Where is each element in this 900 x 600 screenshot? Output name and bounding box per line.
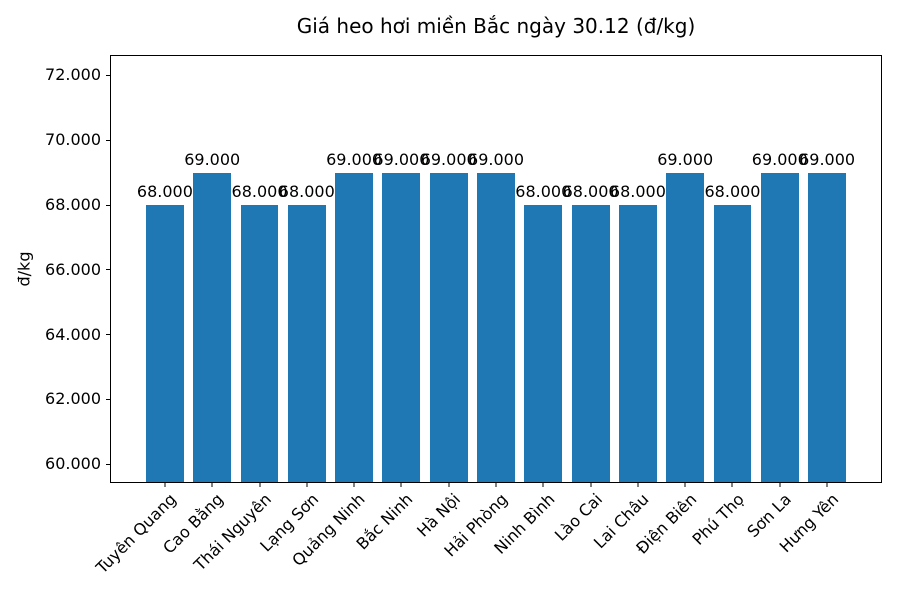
bar-value-label: 69.000 [326,149,383,169]
bar-value-label: 68.000 [609,182,666,202]
bar [618,205,657,482]
y-tick-label: 68.000 [45,195,101,215]
bar [713,205,752,482]
bar-value-label: 68.000 [278,182,335,202]
y-tick [106,463,111,465]
x-tick [448,482,450,487]
y-tick-label: 62.000 [45,389,101,409]
bar-value-label: 69.000 [420,149,477,169]
bar-value-label: 69.000 [468,149,524,169]
x-tick [353,482,355,487]
bar-value-label: 69.000 [657,149,714,169]
bar [666,172,705,482]
bar-value-label: 68.000 [515,182,572,202]
x-tick [826,482,828,487]
y-tick [106,204,111,206]
y-tick [106,139,111,141]
x-tick [211,482,213,487]
x-tick [400,482,402,487]
y-tick [106,334,111,336]
bar-value-label: 69.000 [751,149,808,169]
bar [146,205,184,482]
x-tick [731,482,733,487]
y-tick [106,74,111,76]
bar [429,172,468,482]
bar [287,205,326,482]
bar-value-label: 69.000 [799,149,856,169]
x-tick [590,482,592,487]
y-tick-label: 70.000 [45,130,101,150]
y-axis-label: đ/kg [14,251,34,287]
plot-area: 60.000 62.000 64.000 66.000 68.000 70.000 72.0… [45,55,882,577]
x-tick [779,482,781,487]
x-tick [164,482,166,487]
chart-title: Giá heo hơi miền Bắc ngày 30.12 (đ/kg) [296,14,696,38]
y-tick-label: 64.000 [45,324,101,344]
y-tick-label: 66.000 [45,259,101,279]
x-tick [259,482,260,487]
y-tick [106,269,111,271]
bar-value-label: 69.000 [373,149,430,169]
bar-value-label: 68.000 [562,182,619,202]
x-tick-label-text: Tuyên Quang [92,489,180,578]
bar-value-label: 68.000 [231,182,288,202]
x-tick [684,482,686,487]
bar-value-label: 69.000 [184,149,241,169]
bar-value-label: 68.000 [136,182,193,202]
bar [524,205,563,482]
bar [335,172,374,482]
bar [808,172,846,482]
x-tick [306,482,308,487]
x-tick [495,482,497,487]
y-tick [106,398,111,400]
y-tick-label: 60.000 [45,454,101,474]
bar [571,205,610,482]
x-tick [637,482,639,487]
y-tick-label: 72.000 [45,65,101,85]
bar [240,205,279,482]
x-tick-label-text: Phú Thọ [688,489,748,549]
bar [382,172,421,482]
bar [477,172,515,482]
x-tick [542,482,544,487]
bar [760,172,799,482]
bar [193,172,232,482]
bar-value-label: 68.000 [704,182,761,202]
